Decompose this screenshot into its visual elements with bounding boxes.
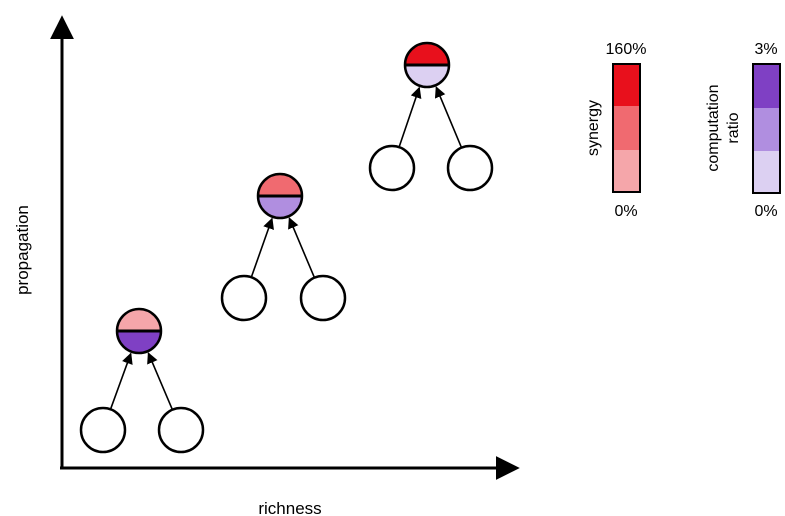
computation-legend-title-line1: computation bbox=[705, 84, 722, 171]
computation-legend-min: 0% bbox=[754, 203, 777, 220]
computation-legend-max: 3% bbox=[754, 41, 777, 58]
motif-group bbox=[79, 41, 494, 454]
synergy-bar-outline bbox=[612, 63, 641, 193]
synergy-legend-title: synergy bbox=[585, 100, 602, 156]
synergy-bar-mid bbox=[613, 106, 640, 150]
computation-legend-title-line2: ratio bbox=[725, 112, 742, 143]
synergy-legend: 160% 0% synergy bbox=[585, 41, 646, 220]
motif-2-target-synergy-half bbox=[258, 174, 302, 196]
motif-3-target-outline bbox=[403, 41, 451, 89]
motif-3-arrow-left bbox=[398, 86, 422, 148]
motif-3-target-synergy-half bbox=[405, 43, 449, 65]
computation-bar-mid bbox=[753, 108, 780, 151]
motif-2-arrow-right bbox=[288, 217, 316, 279]
y-axis-label: propagation bbox=[13, 205, 32, 295]
motif-1-target-computation-half bbox=[117, 331, 161, 353]
motif-1-arrow-right bbox=[147, 352, 174, 411]
motif-3-input-node-right bbox=[446, 144, 494, 192]
motif-2-arrow-left bbox=[250, 217, 274, 278]
motif-1-input-node-left bbox=[79, 406, 127, 454]
synergy-bar-high bbox=[613, 64, 640, 106]
motif-3-target-computation-half bbox=[405, 65, 449, 87]
synergy-legend-min: 0% bbox=[614, 203, 637, 220]
motif-1-input-node-right bbox=[157, 406, 205, 454]
motif-1-target-synergy-half bbox=[117, 309, 161, 331]
computation-bar-high bbox=[753, 64, 780, 108]
synergy-legend-max: 160% bbox=[606, 41, 647, 58]
motif-1-target-outline bbox=[115, 307, 163, 355]
motif-3-input-node-left bbox=[368, 144, 416, 192]
computation-bar-low bbox=[753, 151, 780, 193]
synergy-bar-low bbox=[613, 150, 640, 192]
x-axis-label: richness bbox=[258, 499, 321, 516]
motif-2-input-node-right bbox=[299, 274, 347, 322]
motif-1-arrow-left bbox=[109, 352, 133, 410]
motif-2-target-outline bbox=[256, 172, 304, 220]
motif-3-arrow-right bbox=[434, 86, 463, 149]
motif-2-target-computation-half bbox=[258, 196, 302, 218]
computation-legend: 3% 0% computation ratio bbox=[705, 41, 781, 220]
motif-2-input-node-left bbox=[220, 274, 268, 322]
computation-bar-outline bbox=[752, 63, 781, 194]
